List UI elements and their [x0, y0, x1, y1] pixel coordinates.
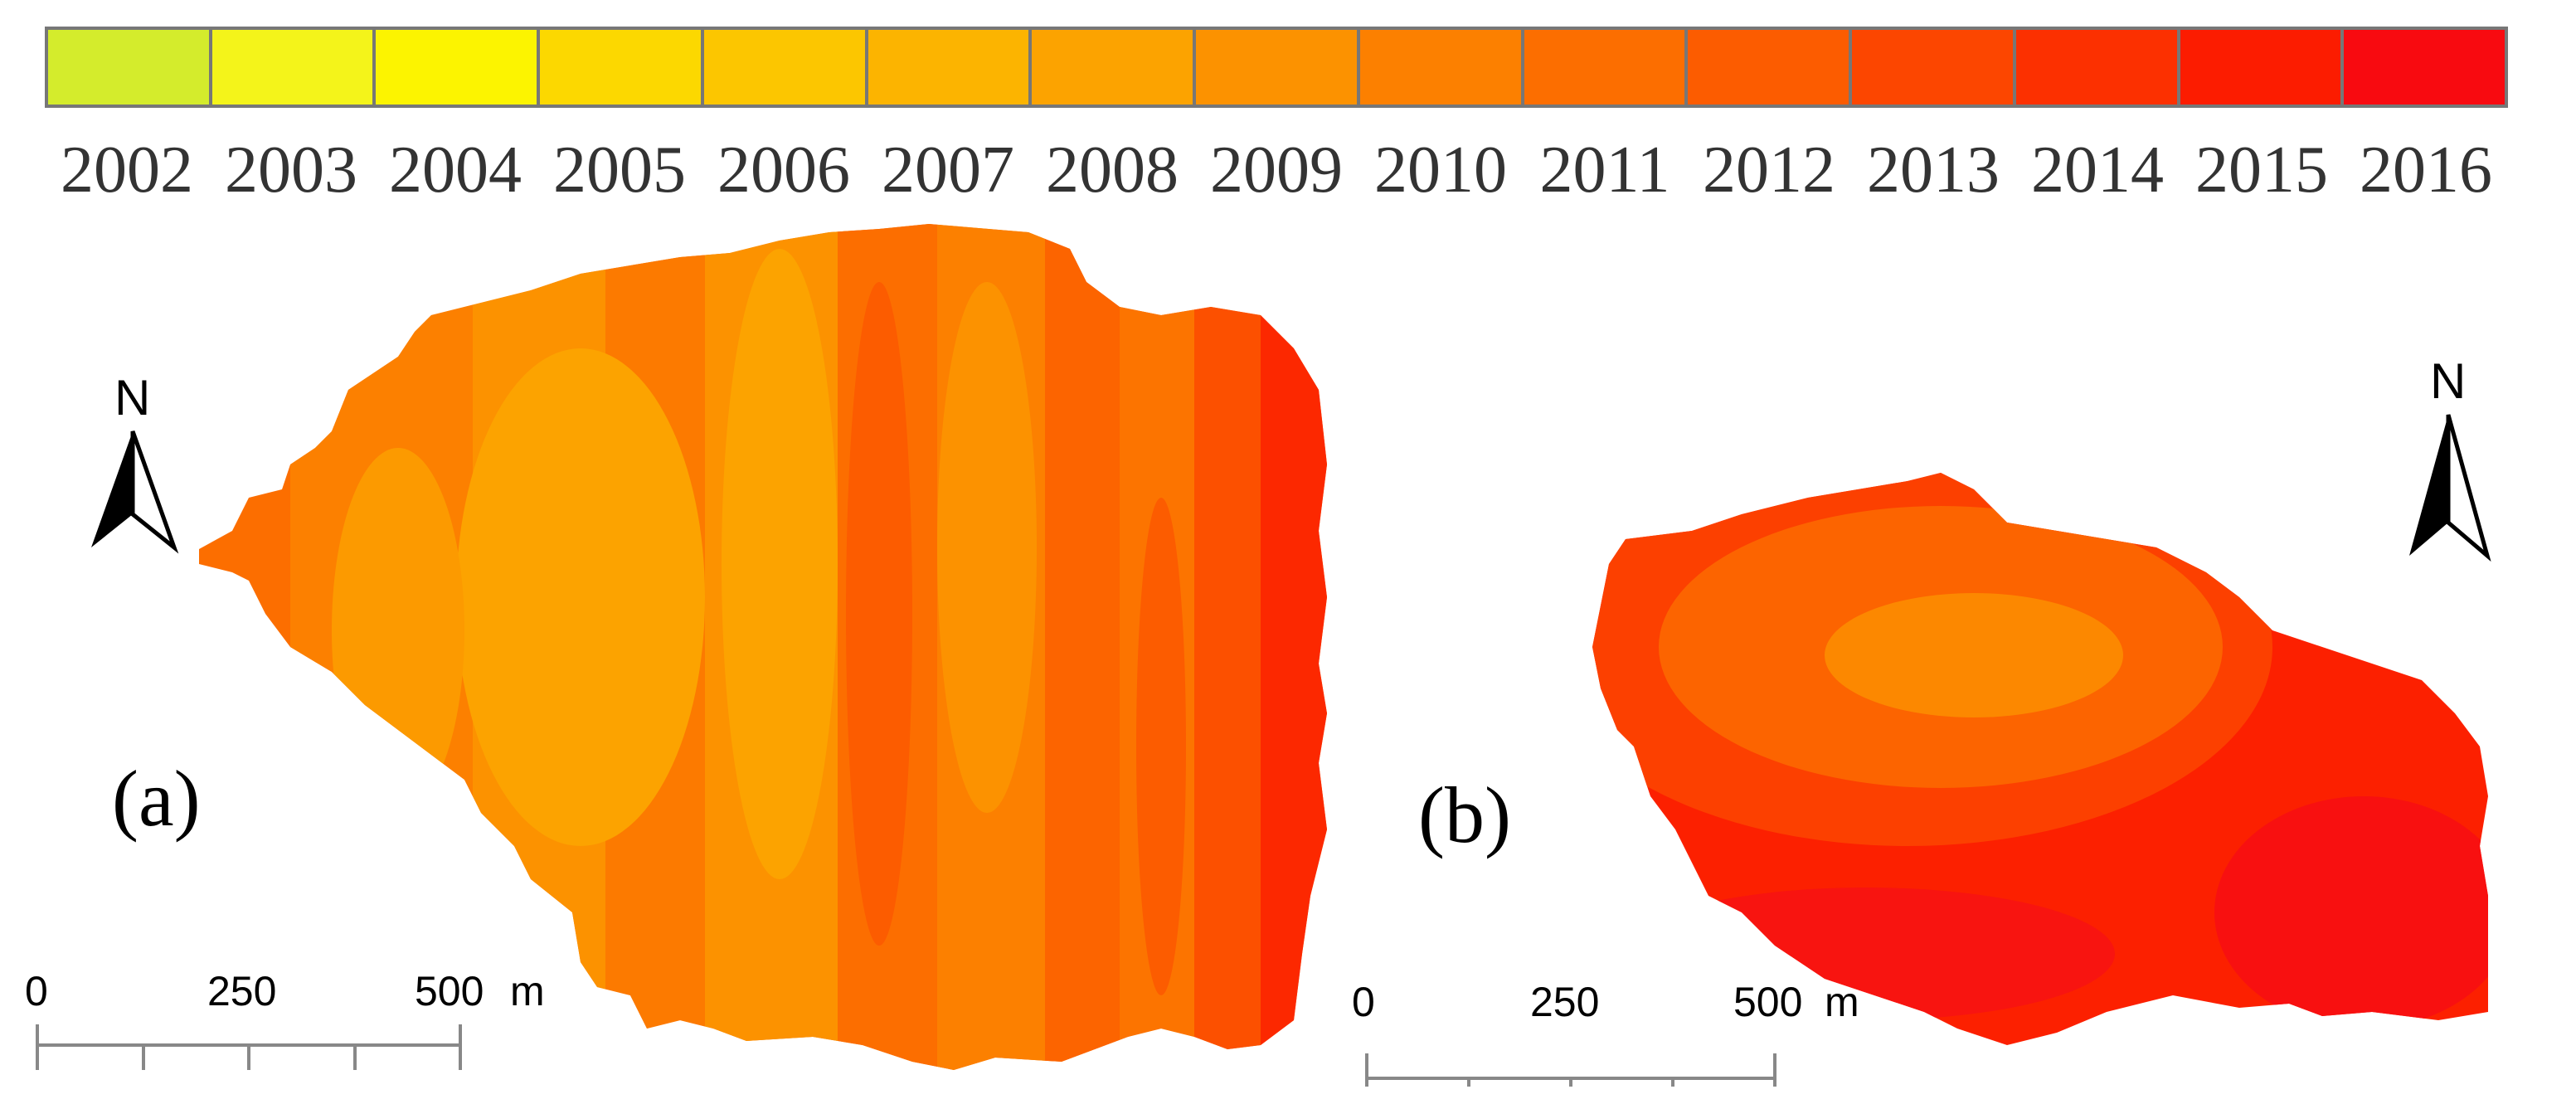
legend-year-label: 2004	[389, 134, 522, 207]
legend-year-label: 2011	[1539, 134, 1670, 207]
scale-bar-a: 0 250 500 m	[25, 968, 545, 1070]
legend-year-label: 2006	[717, 134, 850, 207]
svg-text:N: N	[114, 370, 150, 426]
north-arrow-a-icon: N	[91, 370, 179, 554]
legend-swatch-2011	[1524, 30, 1689, 105]
north-arrow-b-icon: N	[2409, 353, 2491, 562]
scale-bar-b: 0 250 500 m	[1352, 979, 1859, 1087]
legend-swatch-2009	[1196, 30, 1360, 105]
svg-text:0: 0	[25, 968, 48, 1014]
legend-year-label: 2002	[61, 134, 193, 207]
svg-text:500: 500	[415, 968, 484, 1014]
legend-swatch-2015	[2180, 30, 2345, 105]
legend-swatch-2010	[1359, 30, 1524, 105]
legend-swatch-2002	[48, 30, 212, 105]
legend-swatch-2014	[2015, 30, 2180, 105]
legend-year-label: 2010	[1374, 134, 1507, 207]
legend-year-label: 2012	[1703, 134, 1835, 207]
legend-year-label: 2005	[553, 134, 686, 207]
legend-year-label: 2014	[2031, 134, 2164, 207]
svg-text:250: 250	[207, 968, 276, 1014]
map-a-surface	[199, 224, 1327, 1070]
legend-year-label: 2009	[1210, 134, 1343, 207]
legend-swatch-2007	[868, 30, 1033, 105]
color-legend-bar	[45, 27, 2508, 108]
legend-swatch-2005	[540, 30, 704, 105]
svg-text:m: m	[510, 968, 545, 1014]
svg-text:m: m	[1825, 979, 1859, 1025]
svg-text:N: N	[2430, 353, 2466, 409]
legend-year-label: 2008	[1046, 134, 1179, 207]
legend-swatch-2003	[211, 30, 377, 105]
legend-year-label: 2003	[225, 134, 357, 207]
panel-b-label: (b)	[1418, 771, 1511, 859]
panel-a-label: (a)	[112, 754, 201, 843]
map-b-surface	[1592, 473, 2488, 1045]
legend-year-label: 2015	[2195, 134, 2328, 207]
legend-year-labels: 2002 2003 2004 2005 2006 2007 2008 2009 2010 2011…	[17, 133, 2571, 207]
legend-year-label: 2016	[2360, 134, 2492, 207]
legend-swatch-2006	[703, 30, 868, 105]
legend-swatch-2013	[1852, 30, 2016, 105]
svg-text:0: 0	[1352, 979, 1375, 1025]
legend-year-label: 2013	[1867, 134, 2000, 207]
legend-swatch-2016	[2344, 30, 2506, 105]
legend-swatch-2012	[1688, 30, 1853, 105]
legend-swatch-2004	[376, 30, 541, 105]
legend-swatch-2008	[1032, 30, 1197, 105]
svg-text:250: 250	[1530, 979, 1599, 1025]
svg-text:500: 500	[1733, 979, 1802, 1025]
legend-year-label: 2007	[882, 134, 1014, 207]
